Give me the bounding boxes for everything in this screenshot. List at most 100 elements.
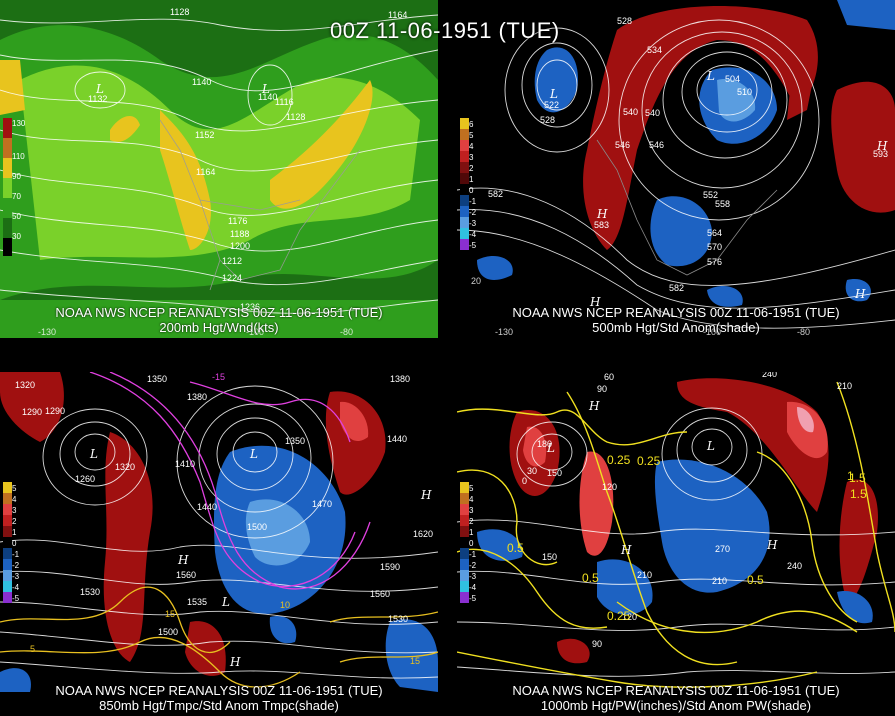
panel-850mb: 1350 1380 1410 1440 1470 1500 1530 1560 … xyxy=(0,372,438,716)
contour-label: 1620 xyxy=(413,529,433,539)
contour-label: 1530 xyxy=(388,614,408,624)
legend-value: 3 xyxy=(469,506,474,515)
legend-value: -3 xyxy=(12,572,20,581)
legend-value: 30 xyxy=(12,232,21,241)
lon-label: -100 xyxy=(246,327,264,337)
legend-value: 4 xyxy=(12,495,17,504)
contour-label: 1380 xyxy=(187,392,207,402)
legend-value: 70 xyxy=(12,192,21,201)
pw-label: 1.5 xyxy=(850,487,867,501)
legend-value: -4 xyxy=(469,583,477,592)
main-title: 00Z 11-06-1951 (TUE) xyxy=(330,18,560,43)
contour-label: 240 xyxy=(787,561,802,571)
panel-200mb: 1128 1164 1140 1152 1164 1176 1188 1200 … xyxy=(0,0,438,338)
legend-value: -1 xyxy=(12,550,20,559)
panel-caption-source: NOAA NWS NCEP REANALYSIS 00Z 11-06-1951 … xyxy=(512,683,840,698)
contour-label: 210 xyxy=(637,570,652,580)
contour-label: 1164 xyxy=(196,167,215,177)
lon-label: -130 xyxy=(38,327,56,337)
legend-value: 2 xyxy=(469,164,474,173)
temp-label: 15 xyxy=(165,609,175,619)
temp-label: 15 xyxy=(410,656,420,666)
contour-label: 90 xyxy=(597,384,607,394)
contour-label: 1560 xyxy=(370,589,390,599)
contour-label: 90 xyxy=(592,639,602,649)
contour-label: 593 xyxy=(873,149,888,159)
contour-label: 1470 xyxy=(312,499,332,509)
low-pressure-marker: L xyxy=(549,87,558,101)
legend-value: 4 xyxy=(469,495,474,504)
legend-value: 5 xyxy=(12,484,17,493)
panel-caption-field: 500mb Hgt/Std Anom(shade) xyxy=(592,320,760,335)
high-pressure-marker: H xyxy=(620,543,632,557)
temp-label: -15 xyxy=(212,372,225,382)
contour-label: 1500 xyxy=(158,627,178,637)
pw-label: 0.5 xyxy=(507,541,524,555)
high-pressure-marker: H xyxy=(177,553,189,567)
legend-value: 0 xyxy=(469,186,474,195)
contour-label: 576 xyxy=(707,257,722,267)
panel-500mb: 528 534 540 546 552 558 564 570 576 582 … xyxy=(457,0,895,338)
contour-label: 564 xyxy=(707,228,722,238)
legend-850mb: 5 4 3 2 1 0 -1 -2 -3 -4 -5 xyxy=(3,482,20,603)
contour-label: 1132 xyxy=(88,94,107,104)
legend-value: 0 xyxy=(469,539,474,548)
map-850mb: 1350 1380 1410 1440 1470 1500 1530 1560 … xyxy=(0,372,438,716)
contour-label: 1350 xyxy=(147,374,167,384)
legend-value: 110 xyxy=(12,152,25,161)
legend-500mb: 6 5 4 3 2 1 0 -1 -2 -3 -4 -5 xyxy=(460,118,477,250)
legend-value: -2 xyxy=(469,561,477,570)
low-pressure-marker: L xyxy=(95,82,104,96)
contour-label: 534 xyxy=(647,45,662,55)
contour-label: 1590 xyxy=(380,562,400,572)
legend-value: 3 xyxy=(469,153,474,162)
legend-value: 90 xyxy=(12,172,21,181)
map-1000mb: 240 210 150 180 120 90 60 30 0 270 240 2… xyxy=(457,372,895,716)
panel-caption-source: NOAA NWS NCEP REANALYSIS 00Z 11-06-1951 … xyxy=(512,305,840,320)
lat-label: 20 xyxy=(471,276,481,286)
legend-value: -2 xyxy=(12,561,20,570)
contour-label: 210 xyxy=(712,576,727,586)
contour-label: 1152 xyxy=(195,130,214,140)
contour-label: 120 xyxy=(622,612,637,622)
legend-200mb: 130 110 90 70 50 30 xyxy=(3,118,26,256)
high-pressure-marker: H xyxy=(589,295,601,309)
contour-label: 510 xyxy=(737,87,752,97)
legend-value: -4 xyxy=(469,230,477,239)
contour-label: 240 xyxy=(762,372,777,379)
contour-label: 1188 xyxy=(230,229,249,239)
low-pressure-marker: L xyxy=(221,595,230,609)
legend-1000mb: 5 4 3 2 1 0 -1 -2 -3 -4 -5 xyxy=(460,482,477,603)
lon-label: -80 xyxy=(340,327,353,337)
contour-label: 210 xyxy=(837,381,852,391)
contour-label: 150 xyxy=(542,552,557,562)
legend-value: -3 xyxy=(469,219,477,228)
pw-label: 1 xyxy=(847,469,854,483)
contour-label: 1440 xyxy=(387,434,407,444)
temp-label: 10 xyxy=(280,600,290,610)
contour-label: 1530 xyxy=(80,587,100,597)
legend-value: -5 xyxy=(469,241,477,250)
high-pressure-marker: H xyxy=(766,538,778,552)
legend-value: 2 xyxy=(469,517,474,526)
legend-value: 1 xyxy=(469,528,474,537)
legend-value: 3 xyxy=(12,506,17,515)
high-pressure-marker: H xyxy=(229,655,241,669)
pw-label: 0.25 xyxy=(607,453,631,467)
legend-value: 5 xyxy=(469,131,474,140)
high-pressure-marker: H xyxy=(854,287,866,301)
low-pressure-marker: L xyxy=(89,447,98,461)
contour-label: 1290 xyxy=(22,407,42,417)
panel-caption-field: 1000mb Hgt/PW(inches)/Std Anom PW(shade) xyxy=(540,698,812,713)
contour-label: 540 xyxy=(623,107,638,117)
contour-label: 1500 xyxy=(247,522,267,532)
contour-label: 582 xyxy=(669,283,684,293)
contour-label: 1164 xyxy=(388,10,407,20)
lon-label: -100 xyxy=(703,327,721,337)
contour-label: 558 xyxy=(715,199,730,209)
contour-label: 546 xyxy=(615,140,630,150)
panel-caption-field: 850mb Hgt/Tmpc/Std Anom Tmpc(shade) xyxy=(99,698,339,713)
high-pressure-marker: H xyxy=(588,399,600,413)
panel-caption-source: NOAA NWS NCEP REANALYSIS 00Z 11-06-1951 … xyxy=(55,305,383,320)
pw-label: 0.25 xyxy=(637,454,661,468)
